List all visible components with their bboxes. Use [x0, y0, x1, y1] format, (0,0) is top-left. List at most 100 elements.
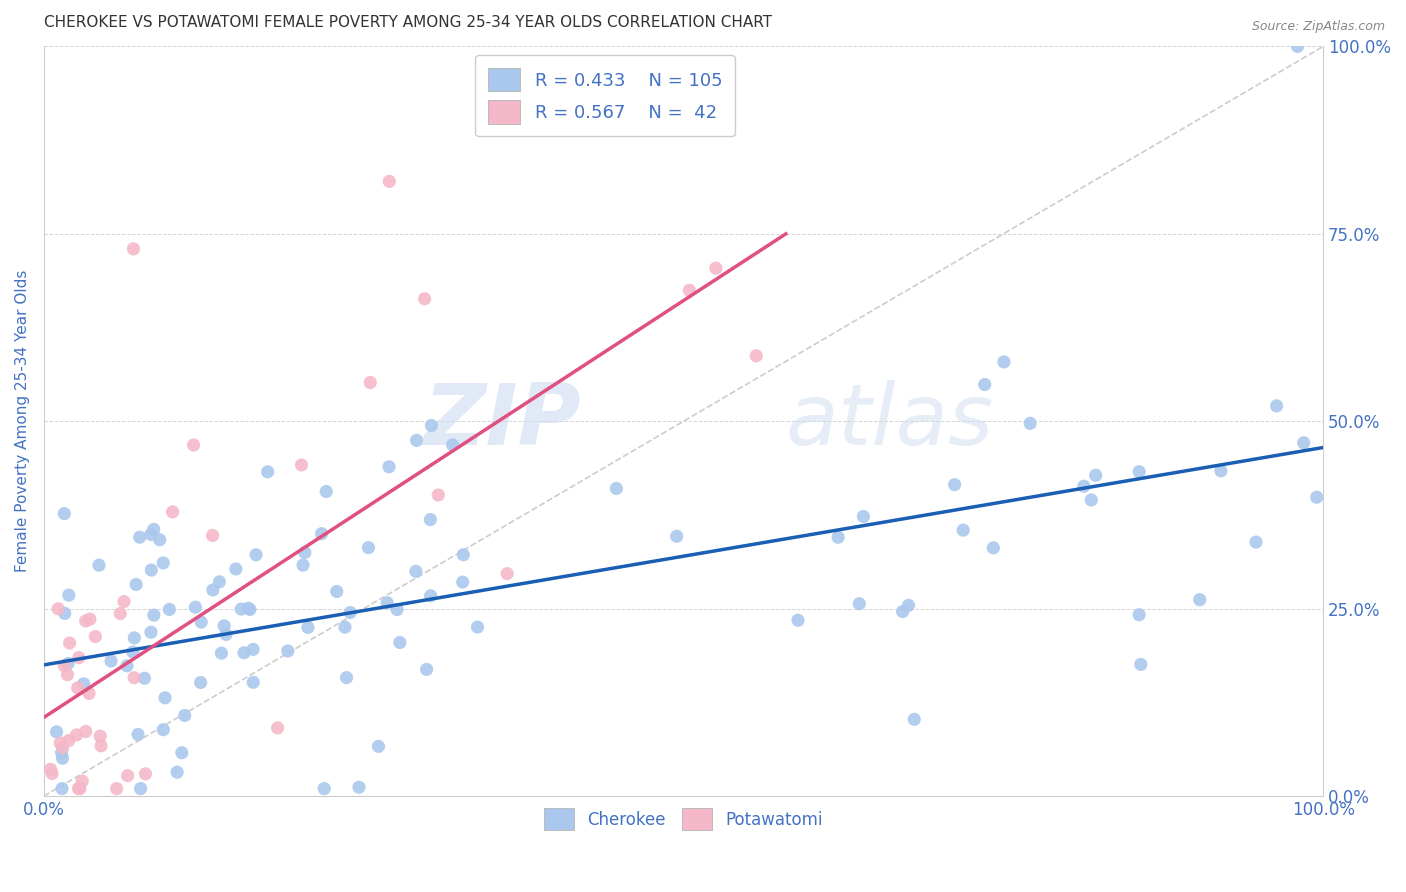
Point: [420, 418, 443, 433]
Point: [1128, 465, 1150, 479]
Point: [238, 601, 260, 615]
Point: [378, 459, 401, 474]
Legend: Cherokee, Potawatomi: Cherokee, Potawatomi: [537, 802, 830, 837]
Point: [45, 724, 67, 739]
Point: [134, 767, 156, 781]
Point: [242, 675, 264, 690]
Point: [89, 729, 111, 743]
Point: [339, 606, 361, 620]
Point: [152, 556, 174, 570]
Point: [335, 671, 357, 685]
Point: [201, 582, 224, 597]
Point: [121, 645, 143, 659]
Point: [105, 781, 128, 796]
Point: [141, 563, 163, 577]
Point: [73, 677, 96, 691]
Point: [53, 607, 76, 621]
Point: [66, 728, 89, 742]
Point: [231, 602, 253, 616]
Point: [129, 781, 152, 796]
Point: [314, 781, 336, 796]
Point: [897, 599, 920, 613]
Point: [153, 690, 176, 705]
Point: [405, 434, 427, 448]
Point: [90, 739, 112, 753]
Point: [290, 458, 312, 472]
Point: [46, 602, 69, 616]
Point: [87, 558, 110, 573]
Point: [66, 681, 89, 695]
Point: [1128, 607, 1150, 622]
Point: [1129, 657, 1152, 672]
Point: [1244, 535, 1267, 549]
Point: [1292, 435, 1315, 450]
Point: [952, 523, 974, 537]
Point: [852, 509, 875, 524]
Point: [170, 746, 193, 760]
Point: [183, 438, 205, 452]
Point: [787, 613, 810, 627]
Point: [1265, 399, 1288, 413]
Point: [605, 482, 627, 496]
Point: [453, 548, 475, 562]
Point: [665, 529, 688, 543]
Point: [441, 438, 464, 452]
Point: [211, 646, 233, 660]
Point: [58, 588, 80, 602]
Point: [51, 746, 73, 760]
Point: [208, 574, 231, 589]
Point: [149, 533, 172, 547]
Point: [903, 712, 925, 726]
Point: [1080, 493, 1102, 508]
Point: [139, 625, 162, 640]
Point: [357, 541, 380, 555]
Point: [413, 292, 436, 306]
Point: [56, 667, 79, 681]
Point: [1209, 464, 1232, 478]
Point: [311, 526, 333, 541]
Point: [100, 654, 122, 668]
Point: [292, 558, 315, 573]
Point: [124, 631, 146, 645]
Point: [41, 766, 63, 780]
Point: [110, 607, 132, 621]
Point: [451, 575, 474, 590]
Text: Source: ZipAtlas.com: Source: ZipAtlas.com: [1251, 20, 1385, 33]
Point: [256, 465, 278, 479]
Point: [943, 477, 966, 491]
Point: [75, 724, 97, 739]
Point: [827, 530, 849, 544]
Point: [405, 565, 427, 579]
Point: [49, 736, 72, 750]
Point: [419, 589, 441, 603]
Point: [242, 642, 264, 657]
Point: [239, 602, 262, 616]
Point: [152, 723, 174, 737]
Point: [745, 349, 768, 363]
Point: [72, 774, 94, 789]
Point: [112, 594, 135, 608]
Point: [427, 488, 450, 502]
Point: [128, 530, 150, 544]
Point: [127, 727, 149, 741]
Point: [79, 612, 101, 626]
Point: [59, 636, 82, 650]
Point: [1084, 468, 1107, 483]
Point: [347, 780, 370, 795]
Point: [297, 620, 319, 634]
Point: [1305, 490, 1327, 504]
Point: [333, 620, 356, 634]
Point: [52, 740, 75, 755]
Point: [388, 635, 411, 649]
Point: [315, 484, 337, 499]
Point: [415, 662, 437, 676]
Text: ZIP: ZIP: [423, 380, 581, 463]
Point: [993, 355, 1015, 369]
Point: [496, 566, 519, 581]
Point: [215, 627, 238, 641]
Point: [56, 657, 79, 671]
Point: [157, 602, 180, 616]
Text: CHEROKEE VS POTAWATOMI FEMALE POVERTY AMONG 25-34 YEAR OLDS CORRELATION CHART: CHEROKEE VS POTAWATOMI FEMALE POVERTY AM…: [44, 15, 772, 30]
Point: [201, 528, 224, 542]
Point: [419, 512, 441, 526]
